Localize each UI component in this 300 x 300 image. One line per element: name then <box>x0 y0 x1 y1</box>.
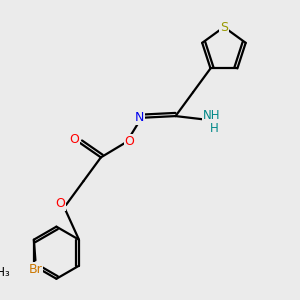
Text: O: O <box>124 135 134 148</box>
Text: S: S <box>220 20 228 34</box>
Text: Br: Br <box>28 263 42 276</box>
Text: CH₃: CH₃ <box>0 266 11 279</box>
Text: O: O <box>55 197 65 210</box>
Text: NH: NH <box>203 109 220 122</box>
Text: H: H <box>210 122 219 135</box>
Text: O: O <box>70 133 80 146</box>
Text: N: N <box>134 111 144 124</box>
